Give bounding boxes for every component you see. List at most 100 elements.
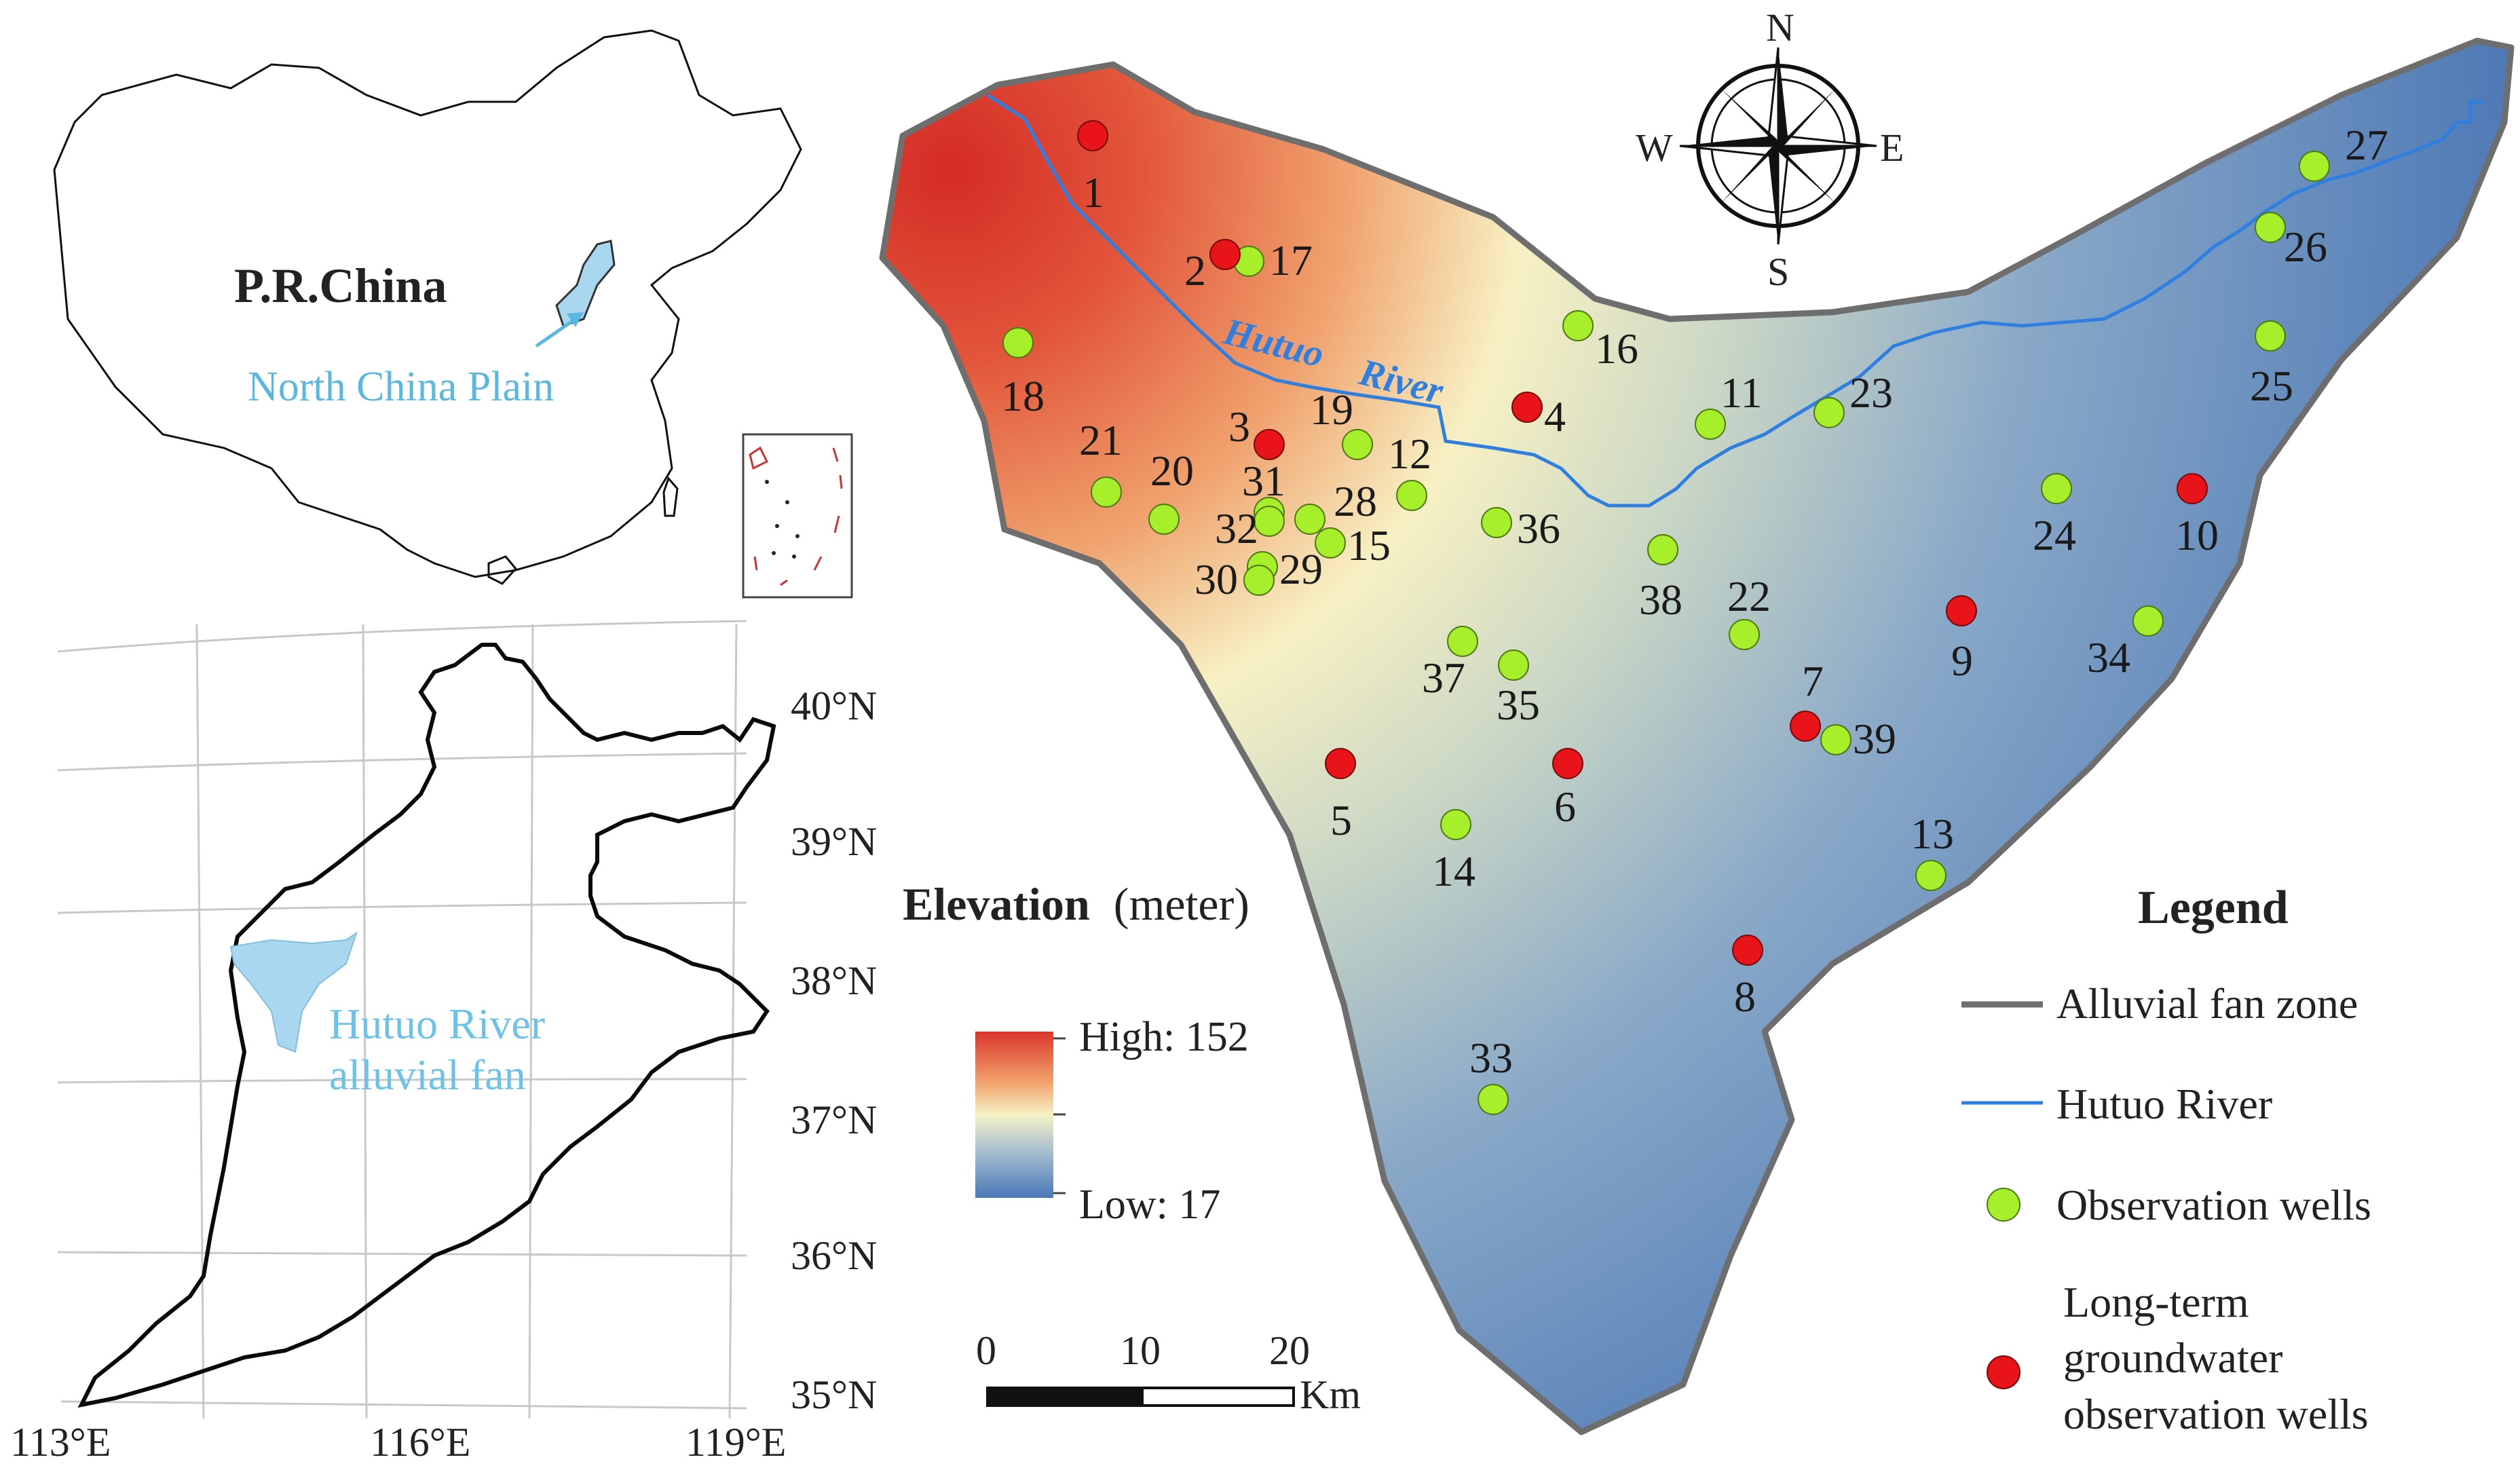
observation-well-32 bbox=[1254, 506, 1285, 537]
compass-east: E bbox=[1880, 126, 1904, 170]
well-label-37: 37 bbox=[1422, 654, 1465, 702]
china-country-label: P.R.China bbox=[234, 259, 447, 313]
observation-well-14 bbox=[1440, 809, 1471, 840]
lat-label-35: 35°N bbox=[791, 1372, 877, 1417]
lon-label-113: 113°E bbox=[10, 1420, 111, 1465]
observation-well-39 bbox=[1820, 724, 1851, 755]
lon-label-119: 119°E bbox=[685, 1420, 786, 1465]
long-term-well-3 bbox=[1254, 429, 1285, 460]
well-label-33: 33 bbox=[1469, 1034, 1513, 1082]
scale-unit: Km bbox=[1300, 1372, 1361, 1417]
well-label-9: 9 bbox=[1951, 637, 1973, 685]
observation-well-26 bbox=[2255, 212, 2286, 243]
well-label-29: 29 bbox=[1279, 545, 1323, 593]
lat-label-40: 40°N bbox=[791, 683, 877, 728]
elevation-title-unit: (meter) bbox=[1114, 878, 1249, 930]
observation-well-18 bbox=[1002, 327, 1034, 358]
well-label-12: 12 bbox=[1388, 430, 1431, 478]
compass-rose: N S E W bbox=[1636, 5, 1904, 294]
well-label-5: 5 bbox=[1330, 796, 1352, 844]
scale-bar: 0 10 20 Km bbox=[976, 1328, 1361, 1417]
north-china-plain-label: North China Plain bbox=[248, 364, 554, 410]
fan-label-line2: alluvial fan bbox=[329, 1051, 526, 1099]
long-term-well-10 bbox=[2177, 473, 2208, 504]
lat-label-38: 38°N bbox=[791, 958, 877, 1003]
legend-title: Legend bbox=[2138, 882, 2289, 934]
hainan-island bbox=[487, 555, 517, 585]
elevation-title-bold: Elevation bbox=[903, 878, 1090, 930]
elevation-low-label: Low: 17 bbox=[1079, 1182, 1220, 1228]
well-label-19: 19 bbox=[1310, 385, 1353, 434]
observation-well-38 bbox=[1647, 534, 1678, 565]
well-label-31: 31 bbox=[1242, 457, 1285, 505]
hutuo-river-line bbox=[986, 93, 2484, 508]
observation-well-37 bbox=[1447, 626, 1478, 657]
map-legend: Legend Alluvial fan zone Hutuo River Obs… bbox=[1961, 882, 2371, 1438]
long-term-well-6 bbox=[1552, 748, 1583, 779]
elevation-color-bar bbox=[975, 1032, 1053, 1198]
legend-lt-well-line3: observation wells bbox=[2063, 1390, 2369, 1438]
north-china-plain-shape bbox=[555, 240, 616, 327]
observation-well-24 bbox=[2041, 473, 2072, 504]
lat-label-37: 37°N bbox=[791, 1097, 877, 1142]
observation-well-21 bbox=[1091, 476, 1122, 508]
well-label-6: 6 bbox=[1554, 783, 1576, 831]
well-label-1: 1 bbox=[1083, 168, 1104, 217]
observation-well-25 bbox=[2255, 320, 2286, 352]
well-label-13: 13 bbox=[1911, 810, 1954, 858]
well-label-36: 36 bbox=[1517, 504, 1560, 552]
observation-well-22 bbox=[1729, 619, 1760, 650]
observation-well-30 bbox=[1243, 565, 1275, 596]
lat-label-36: 36°N bbox=[791, 1233, 877, 1278]
well-label-27: 27 bbox=[2345, 121, 2388, 169]
north-china-plain-outline bbox=[77, 643, 776, 1408]
well-label-35: 35 bbox=[1497, 681, 1540, 729]
legend-obs-well-label: Observation wells bbox=[2056, 1181, 2371, 1229]
legend-river-label: Hutuo River bbox=[2056, 1080, 2272, 1128]
well-label-22: 22 bbox=[1727, 572, 1771, 620]
well-label-17: 17 bbox=[1269, 236, 1313, 284]
well-label-10: 10 bbox=[2175, 511, 2219, 559]
well-label-34: 34 bbox=[2087, 633, 2130, 681]
well-label-39: 39 bbox=[1853, 715, 1896, 763]
observation-well-13 bbox=[1915, 860, 1947, 891]
well-label-26: 26 bbox=[2284, 223, 2327, 271]
long-term-well-4 bbox=[1511, 392, 1543, 423]
well-label-14: 14 bbox=[1432, 847, 1475, 895]
legend-lt-well-symbol bbox=[1987, 1355, 2020, 1389]
well-label-2: 2 bbox=[1184, 246, 1206, 295]
well-label-32: 32 bbox=[1215, 504, 1258, 552]
compass-north: N bbox=[1766, 5, 1794, 50]
observation-well-11 bbox=[1695, 409, 1726, 440]
legend-obs-well-symbol bbox=[1987, 1188, 2020, 1222]
long-term-well-8 bbox=[1732, 935, 1763, 966]
well-label-3: 3 bbox=[1228, 402, 1250, 451]
elevation-title: Elevation (meter) bbox=[903, 878, 1249, 930]
scale-tick-20: 20 bbox=[1269, 1328, 1310, 1373]
observation-well-16 bbox=[1562, 310, 1594, 341]
observation-well-27 bbox=[2299, 151, 2330, 182]
long-term-well-5 bbox=[1325, 748, 1356, 779]
observation-well-12 bbox=[1396, 480, 1427, 511]
well-label-11: 11 bbox=[1720, 369, 1763, 417]
well-label-38: 38 bbox=[1639, 576, 1682, 624]
well-label-20: 20 bbox=[1150, 447, 1194, 495]
well-label-28: 28 bbox=[1334, 477, 1377, 525]
china-outline bbox=[53, 29, 802, 578]
south-china-sea-inset bbox=[742, 433, 853, 599]
observation-well-34 bbox=[2132, 605, 2164, 637]
well-label-16: 16 bbox=[1595, 324, 1638, 373]
well-label-18: 18 bbox=[1001, 372, 1045, 420]
observation-well-35 bbox=[1498, 650, 1529, 681]
plain-arrow-head bbox=[567, 312, 584, 327]
long-term-well-9 bbox=[1946, 595, 1977, 626]
south-china-sea-islands bbox=[749, 446, 843, 586]
china-inset-map: P.R.China North China Plain bbox=[53, 29, 853, 599]
legend-fan-zone-label: Alluvial fan zone bbox=[2056, 979, 2358, 1028]
well-label-4: 4 bbox=[1544, 392, 1566, 440]
elevation-legend: Elevation (meter) High: 152 Low: 17 bbox=[903, 878, 1249, 1228]
well-label-8: 8 bbox=[1734, 973, 1756, 1021]
